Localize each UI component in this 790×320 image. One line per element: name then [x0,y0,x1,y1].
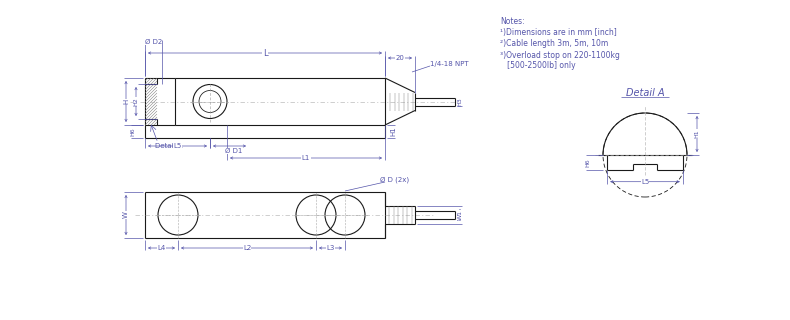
Text: H2: H2 [134,97,138,106]
Text: H: H [123,99,129,104]
Text: [500-2500lb] only: [500-2500lb] only [500,61,576,70]
Text: W: W [123,212,129,219]
Text: L2: L2 [243,245,251,251]
Text: Detail A: Detail A [626,88,664,98]
Text: Ø D1: Ø D1 [224,148,242,154]
Text: L1: L1 [302,155,310,161]
Text: 1/4-18 NPT: 1/4-18 NPT [430,61,468,67]
Text: ³)Overload stop on 220-1100kg: ³)Overload stop on 220-1100kg [500,51,620,60]
Text: ¹)Dimensions are in mm [inch]: ¹)Dimensions are in mm [inch] [500,28,617,37]
Text: H6: H6 [130,127,136,136]
Text: L5: L5 [641,179,649,185]
Text: H6: H6 [585,158,590,167]
Text: L3: L3 [326,245,335,251]
Text: H3: H3 [457,97,462,106]
Text: ²)Cable length 3m, 5m, 10m: ²)Cable length 3m, 5m, 10m [500,39,608,49]
Text: Detail A: Detail A [155,143,182,149]
Text: L: L [263,49,267,58]
Text: W1: W1 [457,210,462,220]
Text: H1: H1 [694,130,699,138]
Text: H1: H1 [390,127,396,136]
Text: L5: L5 [173,143,182,149]
Text: Ø D2: Ø D2 [145,39,162,45]
Text: Notes:: Notes: [500,18,525,27]
Text: 20: 20 [396,55,404,61]
Text: L4: L4 [157,245,166,251]
Text: Ø D (2x): Ø D (2x) [380,177,409,183]
